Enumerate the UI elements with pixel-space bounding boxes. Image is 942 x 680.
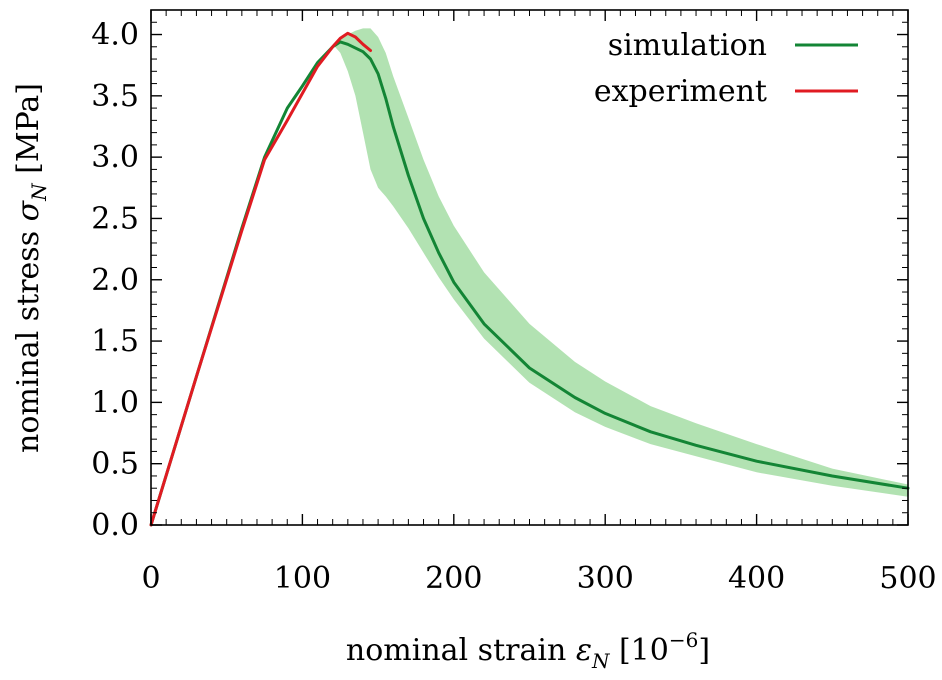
y-tick-label: 3.0 [91,140,139,175]
y-tick-label: 4.0 [91,18,139,53]
x-tick-label: 200 [425,561,482,596]
y-tick-label: 1.5 [91,324,139,359]
y-tick-label: 2.0 [91,263,139,298]
x-tick-label: 400 [728,561,785,596]
y-tick-label: 0.5 [91,447,139,482]
y-tick-label: 1.0 [91,385,139,420]
x-tick-label: 0 [141,561,160,596]
x-tick-label: 300 [577,561,634,596]
series-line-experiment [149,31,372,527]
y-tick-label: 2.5 [91,201,139,236]
series-layer [149,31,910,527]
legend-label-experiment: experiment [594,74,767,109]
y-tick-label: 3.5 [91,79,139,114]
series-line-simulation [149,40,910,527]
plot-frame [150,9,909,526]
x-axis-title: nominal strain εN [10−6] [346,628,710,673]
simulation-band [332,28,908,497]
y-tick-label: 0.0 [91,508,139,543]
legend: simulation experiment [594,28,858,109]
axes-layer [150,9,909,526]
ticks-layer: 0 100 200 300 400 500 0.0 0.5 1.0 1.5 2.0 2.5 3.0 3.5… [91,9,937,596]
y-axis-title: nominal stress σN [MPa] [11,83,51,453]
x-tick-label: 100 [274,561,331,596]
x-tick-label: 500 [879,561,936,596]
simulation-band-layer [332,28,908,497]
legend-label-simulation: simulation [608,28,767,63]
